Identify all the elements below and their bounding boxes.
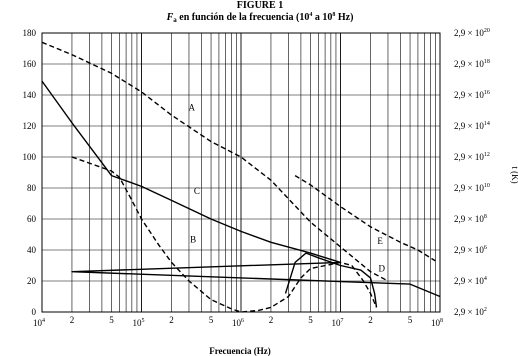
x-axis-label: Frecuencia (Hz) bbox=[209, 346, 271, 356]
series-line-E bbox=[294, 175, 436, 262]
right-tick-label: 2,9 × 106 bbox=[454, 245, 487, 255]
chart-title-rest: en función de la frecuencia (10 bbox=[177, 12, 310, 23]
series-labels: A B C D E bbox=[189, 103, 386, 274]
y-tick-label: 160 bbox=[23, 59, 37, 69]
chart-title-base: F bbox=[166, 12, 174, 23]
series-label-A: A bbox=[189, 103, 196, 113]
plot-frame bbox=[41, 32, 441, 313]
right-tick-label: 2,9 × 1014 bbox=[454, 121, 490, 131]
x-minor-tick-label: 5 bbox=[408, 315, 413, 325]
chart-title-end: Hz) bbox=[335, 12, 353, 23]
y-tick-labels: 0 20 40 60 80 100 120 140 160 180 bbox=[23, 28, 37, 317]
x-tick-label: 104 bbox=[33, 318, 45, 328]
right-axis-label: t (K) bbox=[510, 166, 518, 183]
chart-title: Fa en función de la frecuencia (104 a 10… bbox=[166, 12, 354, 24]
y-tick-label: 140 bbox=[23, 90, 37, 100]
chart-title-sub: a bbox=[173, 16, 177, 24]
y-tick-label: 100 bbox=[23, 152, 37, 162]
chart-title-exp2: 8 bbox=[332, 12, 335, 18]
y-tick-label: 120 bbox=[23, 121, 37, 131]
right-tick-label: 2,9 × 1010 bbox=[454, 183, 490, 193]
x-minor-tick-label: 2 bbox=[169, 315, 174, 325]
x-minor-tick-label: 5 bbox=[209, 315, 214, 325]
chart-title-exp1: 4 bbox=[309, 12, 312, 18]
x-tick-label: 105 bbox=[133, 318, 145, 328]
axes bbox=[41, 32, 441, 313]
y-tick-label: 80 bbox=[27, 183, 37, 193]
series-label-E: E bbox=[377, 236, 383, 246]
x-tick-label: 107 bbox=[332, 318, 344, 328]
x-tick-label: 108 bbox=[431, 318, 443, 328]
right-tick-label: 2,9 × 102 bbox=[454, 307, 487, 317]
y-tick-label: 60 bbox=[27, 214, 37, 224]
x-minor-tick-label: 2 bbox=[70, 315, 75, 325]
x-minor-tick-label: 2 bbox=[269, 315, 274, 325]
series-label-C: C bbox=[194, 186, 200, 196]
right-tick-label: 2,9 × 1018 bbox=[454, 59, 490, 69]
y-tick-label: 0 bbox=[32, 307, 37, 317]
chart-title-mid: a 10 bbox=[312, 12, 332, 23]
x-tick-labels: 104 105 106 107 108 2 5 2 5 2 5 2 5 bbox=[33, 315, 443, 328]
y-tick-label: 40 bbox=[27, 245, 37, 255]
x-minor-tick-label: 5 bbox=[109, 315, 114, 325]
x-minor-tick-label: 5 bbox=[308, 315, 313, 325]
right-tick-label: 2,9 × 104 bbox=[454, 276, 487, 286]
series-line-D bbox=[284, 252, 378, 308]
y-tick-label: 20 bbox=[27, 276, 37, 286]
series-label-B: B bbox=[190, 234, 196, 244]
right-tick-label: 2,9 × 1016 bbox=[454, 90, 490, 100]
series-line-C bbox=[41, 80, 441, 298]
right-tick-labels: 2,9 × 102 2,9 × 104 2,9 × 106 2,9 × 108 2,9 … bbox=[454, 28, 490, 317]
y-tick-label: 180 bbox=[23, 28, 37, 38]
right-tick-label: 2,9 × 1012 bbox=[454, 152, 490, 162]
chart-title-top: FIGURE 1 bbox=[237, 0, 283, 11]
series-line-B bbox=[71, 156, 378, 313]
series-line-A bbox=[41, 41, 389, 282]
series-lines bbox=[41, 41, 441, 313]
right-tick-label: 2,9 × 1020 bbox=[454, 28, 490, 38]
series-label-D: D bbox=[379, 264, 386, 274]
right-tick-label: 2,9 × 108 bbox=[454, 214, 487, 224]
x-minor-tick-label: 2 bbox=[368, 315, 373, 325]
x-tick-label: 106 bbox=[232, 318, 244, 328]
